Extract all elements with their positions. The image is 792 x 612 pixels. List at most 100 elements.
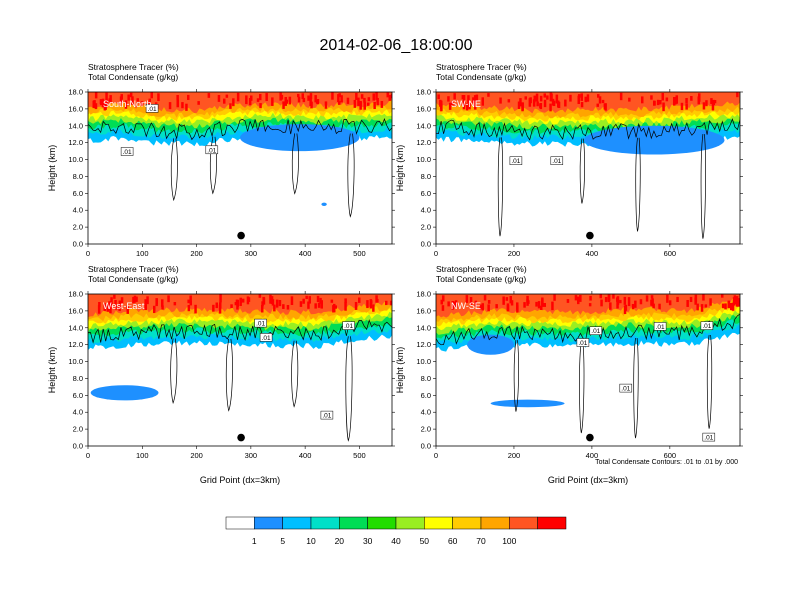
tracer-speckle — [309, 93, 313, 100]
tracer-speckle — [697, 96, 700, 105]
contour-label: .01 — [702, 323, 711, 330]
tracer-speckle — [319, 297, 322, 304]
tracer-speckle — [215, 302, 218, 309]
cloud-patch — [584, 125, 725, 155]
tracer-speckle — [316, 99, 320, 105]
tracer-speckle — [259, 103, 262, 109]
tracer-speckle — [105, 99, 109, 107]
tracer-speckle — [731, 302, 735, 311]
tracer-speckle — [385, 300, 388, 306]
colorbar-label: 100 — [502, 536, 516, 546]
contour-label-box — [120, 147, 134, 156]
tracer-speckle — [236, 92, 240, 102]
y-tick-label: 12.0 — [416, 138, 431, 147]
tracer-speckle — [248, 98, 252, 106]
tracer-speckle — [185, 103, 188, 111]
x-tick-label: 0 — [86, 451, 90, 460]
x-tick-label: 100 — [136, 249, 149, 258]
y-tick-label: 16.0 — [416, 104, 431, 113]
x-tick-label: 200 — [190, 249, 203, 258]
tracer-speckle — [307, 95, 310, 101]
tracer-speckle — [711, 102, 715, 111]
tracer-speckle — [721, 294, 724, 298]
tracer-speckle — [690, 96, 693, 101]
tracer-speckle — [241, 298, 245, 303]
x-tick-label: 400 — [586, 451, 599, 460]
tracer-speckle — [552, 100, 556, 107]
tracer-speckle — [127, 94, 130, 101]
location-marker — [237, 231, 245, 240]
y-tick-label: 6.0 — [421, 189, 431, 198]
tracer-speckle — [551, 301, 554, 311]
contour-label-box — [576, 338, 590, 347]
tracer-speckle — [536, 101, 539, 107]
tracer-speckle — [448, 102, 452, 110]
tracer-speckle — [101, 98, 105, 108]
colorbar-swatch — [424, 516, 453, 530]
tracer-speckle — [131, 96, 134, 105]
tracer-speckle — [468, 103, 471, 110]
tracer-speckle — [92, 100, 95, 109]
tracer-speckle — [607, 294, 611, 302]
y-tick-label: 4.0 — [73, 408, 83, 417]
tracer-speckle — [628, 97, 631, 102]
x-tick-label: 0 — [434, 249, 438, 258]
tracer-speckle — [507, 99, 511, 103]
colorbar-swatch — [480, 516, 510, 530]
tracer-speckle — [189, 300, 192, 306]
tracer-speckle — [338, 101, 341, 105]
tracer-speckle — [601, 99, 605, 104]
tracer-speckle — [223, 98, 226, 104]
contour-label-box — [589, 326, 603, 335]
colorbar-swatch — [395, 516, 425, 530]
tracer-speckle — [305, 295, 308, 300]
tracer-speckle — [136, 98, 139, 102]
tracer-speckle — [584, 97, 588, 103]
tracer-speckle — [543, 303, 546, 307]
tracer-speckle — [299, 301, 303, 307]
condensate-contour — [88, 117, 392, 141]
x-tick-label: 400 — [299, 451, 312, 460]
tracer-speckle — [337, 94, 340, 103]
tracer-speckle — [524, 96, 527, 100]
tracer-speckle — [278, 300, 282, 307]
colorbar-swatch — [509, 516, 538, 530]
colorbar-label: 50 — [420, 536, 430, 546]
tracer-speckle — [686, 300, 689, 307]
condensate-contour — [436, 118, 740, 141]
y-tick-label: 16.0 — [416, 306, 431, 315]
panel-west-east: .01 .01 .01 .01 West-East Stratosphere Tracer… — [47, 264, 395, 485]
cloud-patch — [467, 334, 514, 355]
tracer-speckle — [535, 301, 538, 307]
tracer-speckle — [510, 300, 514, 306]
tracer-speckle — [481, 303, 484, 311]
panel-nw-se: .01 .01 .01 .01 .01 .01 NW-SE Stratosphere Trac… — [395, 264, 743, 485]
x-tick-label: 300 — [245, 451, 258, 460]
tracer-speckle — [168, 102, 172, 110]
tracer-speckle — [373, 102, 376, 110]
colorbar-swatch — [310, 516, 340, 530]
tracer-speckle — [334, 305, 337, 309]
y-tick-label: 12.0 — [416, 340, 431, 349]
colorbar-label: 60 — [448, 536, 458, 546]
tracer-speckle — [261, 305, 264, 313]
tracer-speckle — [451, 301, 454, 310]
y-tick-label: 8.0 — [421, 172, 431, 181]
tracer-speckle — [105, 92, 108, 102]
tracer-speckle — [386, 92, 389, 98]
tracer-speckle — [146, 296, 149, 305]
tracer-speckle — [475, 94, 479, 101]
x-tick-label: 100 — [136, 451, 149, 460]
y-tick-label: 2.0 — [421, 425, 431, 434]
tracer-speckle — [526, 298, 529, 306]
tracer-speckle — [262, 296, 265, 304]
tracer-speckle — [282, 304, 285, 309]
tracer-speckle — [245, 95, 248, 105]
tracer-speckle — [737, 298, 740, 304]
y-tick-label: 14.0 — [416, 121, 431, 130]
colorbar-label: 20 — [335, 536, 345, 546]
tracer-speckle — [589, 295, 592, 301]
tracer-speckle — [440, 103, 443, 112]
tracer-speckle — [549, 103, 552, 112]
tracer-speckle — [661, 93, 664, 101]
